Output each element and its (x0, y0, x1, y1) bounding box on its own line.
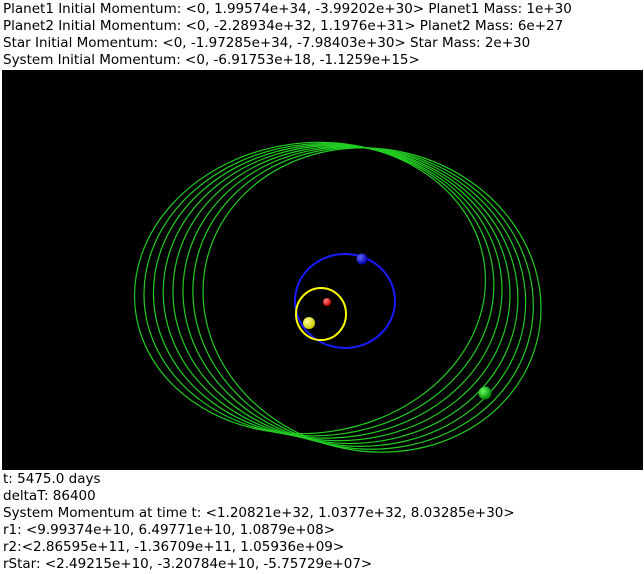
footer-info: t: 5475.0 days deltaT: 86400 System Mome… (0, 470, 644, 573)
planet1-orbit-trail (294, 253, 396, 349)
outer-orbit-loop (133, 141, 487, 435)
rstar-readout: rStar: <2.49215e+10, -3.20784e+10, -5.75… (3, 556, 373, 572)
delta-t-readout: deltaT: 86400 (3, 488, 96, 504)
r1-readout: r1: <9.99374e+10, 6.49771e+10, 1.0879e+0… (3, 522, 336, 538)
orbit-scene[interactable] (2, 70, 643, 470)
outer-orbit-loop (143, 142, 495, 437)
central-star-body (323, 298, 331, 306)
blue-planet-body (356, 253, 368, 265)
yellow-planet-body (303, 317, 315, 329)
header-info: Planet1 Initial Momentum: <0, 1.99574e+3… (0, 0, 644, 69)
green-planet-body (478, 386, 492, 400)
outer-orbit-loop (152, 144, 503, 439)
outer-planet-orbit-trails (133, 141, 542, 453)
star-orbit-trail (295, 287, 347, 341)
planet2-initial-momentum: Planet2 Initial Momentum: <0, -2.28934e+… (3, 18, 564, 34)
simulation-canvas[interactable] (2, 70, 643, 470)
system-momentum-readout: System Momentum at time t: <1.20821e+32,… (3, 505, 515, 521)
system-initial-momentum: System Initial Momentum: <0, -6.91753e+1… (3, 52, 420, 68)
outer-orbit-loop (192, 146, 534, 450)
outer-orbit-loop (202, 147, 542, 453)
planet1-initial-momentum: Planet1 Initial Momentum: <0, 1.99574e+3… (3, 1, 572, 17)
outer-orbit-loop (162, 144, 511, 442)
time-readout: t: 5475.0 days (3, 471, 101, 487)
star-initial-momentum: Star Initial Momentum: <0, -1.97285e+34,… (3, 35, 531, 51)
r2-readout: r2:<2.86595e+11, -1.36709e+11, 1.05936e+… (3, 539, 345, 555)
